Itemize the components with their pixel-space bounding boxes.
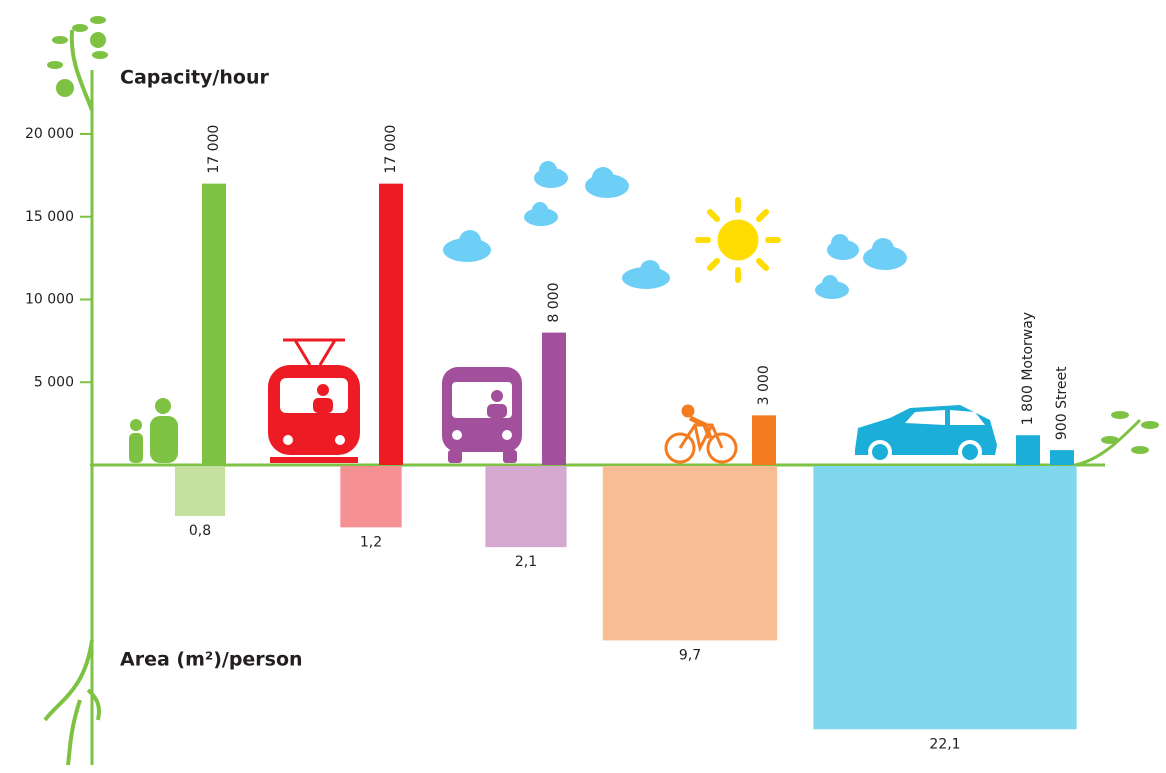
bar xyxy=(1050,450,1074,465)
value-label: 3 000 xyxy=(756,365,772,405)
y-tick-label: 10 000 xyxy=(25,292,74,308)
area-bar xyxy=(602,466,778,641)
bar xyxy=(542,332,566,465)
clouds xyxy=(443,161,907,299)
area-bar xyxy=(174,466,226,517)
value-label: 1,2 xyxy=(360,534,382,550)
sun xyxy=(695,197,781,283)
value-label: 900 Street xyxy=(1054,366,1070,440)
value-label: 9,7 xyxy=(679,647,701,663)
area-bar xyxy=(813,466,1077,730)
area-bar xyxy=(485,466,567,548)
value-label: 8 000 xyxy=(546,283,562,323)
value-label: 22,1 xyxy=(929,736,960,752)
bar xyxy=(202,183,226,465)
bicycle-icon xyxy=(664,404,738,464)
tram-icon xyxy=(268,338,360,463)
value-label: 17 000 xyxy=(206,125,222,174)
car-icon xyxy=(855,405,997,464)
bar xyxy=(1016,435,1040,465)
y-tick-label: 15 000 xyxy=(25,209,74,225)
value-label: 0,8 xyxy=(189,523,211,539)
bar xyxy=(752,415,776,465)
axis-title: Capacity/hour xyxy=(120,67,269,89)
bar xyxy=(379,183,403,465)
axis-title: Area (m²)/person xyxy=(120,649,303,671)
y-tick-label: 20 000 xyxy=(25,126,74,142)
pedestrians-icon xyxy=(129,398,178,463)
value-label: 17 000 xyxy=(383,125,399,174)
value-label: 2,1 xyxy=(515,554,537,570)
area-bar xyxy=(340,466,402,528)
value-label: 1 800 Motorway xyxy=(1020,312,1036,425)
y-tick-label: 5 000 xyxy=(34,374,74,390)
bus-icon xyxy=(442,367,522,463)
